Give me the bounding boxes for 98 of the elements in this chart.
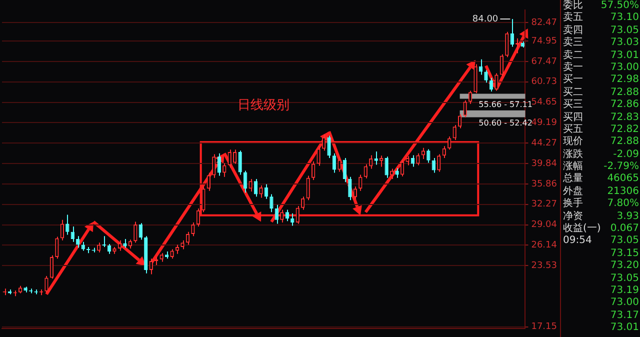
candlestick: [76, 236, 80, 248]
candlestick: [274, 204, 279, 224]
text: 73.19: [610, 284, 639, 298]
y-tick-label: 29.04: [531, 220, 558, 230]
candlestick: [500, 54, 504, 76]
candlestick: [285, 209, 289, 222]
annotation: 日线级别: [237, 98, 290, 113]
candlestick: [380, 155, 384, 168]
band-label: 50.60 - 52.42: [478, 118, 532, 128]
candlestick: [212, 154, 216, 178]
y-tick-label: 39.84: [531, 158, 558, 169]
text: 卖一: [563, 62, 583, 73]
candlestick: [301, 196, 305, 210]
candlestick: [348, 176, 352, 201]
y-tick-label: 82.47: [531, 18, 557, 28]
candlestick: [44, 276, 48, 293]
candlestick: [468, 90, 472, 104]
candlestick: [448, 136, 452, 150]
text: 卖三 73.03: [563, 37, 639, 48]
y-tick-label: 26.14: [531, 240, 558, 251]
text: 73.01: [610, 50, 639, 62]
candlestick: [254, 178, 258, 198]
candlestick: [406, 156, 410, 166]
candlestick: [426, 148, 430, 164]
y-tick-label: 54.65: [531, 98, 557, 108]
candlestick: [306, 175, 310, 201]
candlestick: [290, 212, 294, 226]
text: 73.05: [610, 272, 639, 284]
candlestick: [395, 168, 399, 178]
text: 买二 72.88: [563, 86, 639, 98]
text: 外盘 21306: [563, 186, 639, 197]
text: 收益(一) 0.067: [563, 223, 639, 236]
candlestick: [410, 154, 415, 168]
text: 73.00: [610, 297, 639, 308]
candlestick: [327, 135, 331, 159]
text: 73.01: [610, 322, 639, 334]
y-tick-label: 60.73: [531, 77, 557, 88]
candlestick: [338, 156, 342, 172]
text: 09:54 73.05: [563, 235, 639, 246]
candlestick: [233, 149, 237, 164]
candlestick: [463, 100, 467, 118]
candlestick: [175, 244, 180, 254]
candlestick: [437, 154, 441, 172]
candlestick: [390, 168, 394, 180]
y-tick-label: 17.15: [531, 322, 557, 332]
text: 卖二: [563, 50, 583, 61]
text: 现价 72.88: [563, 136, 639, 148]
candlestick: [332, 152, 336, 174]
candlestick: [243, 170, 248, 194]
candlestick: [364, 164, 368, 179]
text: 涨跌 -2.09: [563, 148, 639, 160]
candlestick: [191, 222, 195, 237]
candlestick: [270, 194, 274, 213]
text: 净资 3.93: [563, 210, 639, 222]
candlestick: [384, 156, 388, 178]
y-tick-label: 74.95: [531, 36, 557, 46]
candlestick: [134, 221, 138, 244]
annotation: 84.00: [472, 14, 498, 24]
text: 涨幅 -2.79%: [563, 161, 639, 172]
y-tick-label: 67.47: [531, 56, 557, 67]
candlestick: [248, 178, 252, 192]
candlestick: [416, 152, 420, 166]
candlestick: [316, 146, 320, 166]
candlestick: [494, 72, 498, 92]
candlestick: [484, 70, 488, 84]
y-tick-label: 35.86: [531, 179, 558, 190]
text: 总量 46065: [563, 173, 639, 184]
y-tick-label: 23.53: [531, 260, 557, 271]
text: 73.05: [610, 24, 639, 38]
candlestick: [322, 134, 326, 152]
band-label: 55.66 - 57.11: [478, 100, 532, 109]
candlestick: [458, 114, 462, 129]
text: 73.17: [610, 310, 639, 322]
y-tick-label: 32.27: [531, 200, 557, 210]
candlestick: [50, 254, 54, 280]
candlestick: [55, 236, 59, 260]
y-tick-label: 44.27: [531, 138, 557, 148]
candlestick: [353, 186, 358, 200]
candlestick: [170, 248, 174, 260]
candlestick: [400, 160, 404, 177]
candlestick: [202, 186, 206, 213]
candlestick: [238, 150, 242, 176]
candlestick: [259, 184, 263, 198]
candlestick: [374, 150, 378, 166]
text: 卖五 73.10: [563, 12, 639, 24]
text: 买五 72.82: [563, 124, 639, 135]
candlestick: [342, 158, 347, 183]
text: 73.15: [610, 248, 639, 260]
y-tick-label: 49.19: [531, 118, 558, 128]
text: 换手 7.80%: [563, 198, 639, 210]
candlestick: [280, 209, 284, 223]
text: 买一 72.98: [563, 74, 639, 86]
text: 买三 72.86: [563, 99, 639, 110]
text: 卖四: [563, 24, 583, 36]
text: 买四 72.83: [563, 112, 639, 123]
text: 73.20: [610, 260, 639, 273]
text: 73.00: [610, 62, 639, 74]
candlestick: [505, 31, 509, 58]
